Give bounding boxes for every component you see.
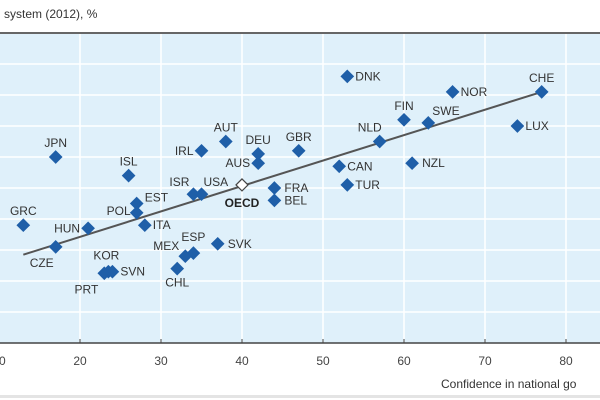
data-point-nzl <box>405 156 419 171</box>
data-point-pol <box>129 205 144 220</box>
data-label-aus: AUS <box>226 156 251 170</box>
data-point-aut <box>218 134 233 149</box>
data-point-nld <box>372 134 387 149</box>
data-point-jpn <box>48 150 63 164</box>
data-label-fra: FRA <box>284 181 308 195</box>
x-tick-label: 10 <box>0 354 6 368</box>
data-point-gbr <box>291 143 306 158</box>
data-point-oecd <box>235 178 249 192</box>
data-label-lux: LUX <box>525 119 548 133</box>
x-tick-label: 60 <box>397 354 411 368</box>
chart-title: l system (2012), % <box>0 7 98 21</box>
data-point-bel <box>267 193 282 208</box>
data-label-kor: KOR <box>93 249 119 263</box>
trend-line <box>23 90 542 256</box>
data-label-svk: SVK <box>228 237 252 251</box>
data-point-aus <box>251 156 266 171</box>
data-point-fin <box>397 112 411 127</box>
data-label-isl: ISL <box>120 155 138 169</box>
data-label-irl: IRL <box>175 144 194 158</box>
data-label-can: CAN <box>347 159 372 173</box>
data-label-bel: BEL <box>284 193 307 207</box>
data-point-irl <box>194 143 209 158</box>
data-label-aut: AUT <box>214 121 239 135</box>
data-label-mex: MEX <box>153 239 179 253</box>
data-label-tur: TUR <box>355 178 380 192</box>
data-point-ita <box>137 218 152 233</box>
data-label-ita: ITA <box>153 218 171 232</box>
x-tick-label: 80 <box>559 354 573 368</box>
data-label-deu: DEU <box>246 133 271 147</box>
data-point-dnk <box>340 69 355 84</box>
data-label-prt: PRT <box>75 282 99 296</box>
x-tick-label: 30 <box>154 354 168 368</box>
data-label-pol: POL <box>107 204 131 218</box>
data-label-svn: SVN <box>120 265 145 279</box>
data-point-cze <box>48 240 63 254</box>
data-point-chl <box>170 261 185 276</box>
data-label-usa: USA <box>204 175 229 189</box>
data-label-hun: HUN <box>54 221 80 235</box>
x-tick-label: 50 <box>316 354 330 368</box>
data-point-usa <box>194 187 209 202</box>
data-label-dnk: DNK <box>355 69 380 83</box>
data-label-nzl: NZL <box>422 156 445 170</box>
data-label-che: CHE <box>529 71 554 85</box>
data-point-tur <box>340 178 355 192</box>
data-label-swe: SWE <box>432 104 459 118</box>
data-label-esp: ESP <box>181 230 205 244</box>
x-axis-label: Confidence in national go <box>441 377 577 391</box>
data-label-isr: ISR <box>169 175 189 189</box>
x-tick-label: 40 <box>235 354 249 368</box>
data-label-chl: CHL <box>165 276 189 290</box>
data-point-grc <box>16 218 31 233</box>
data-point-nor <box>445 85 460 99</box>
data-point-mex <box>178 249 193 264</box>
data-point-svk <box>210 236 225 251</box>
x-tick-label: 70 <box>478 354 492 368</box>
data-label-jpn: JPN <box>44 136 67 150</box>
x-tick-label: 20 <box>73 354 87 368</box>
data-label-nor: NOR <box>461 85 488 99</box>
data-point-can <box>332 159 347 174</box>
data-point-svn <box>105 264 120 279</box>
data-point-che <box>534 85 549 99</box>
data-label-fin: FIN <box>394 99 413 113</box>
divider <box>0 395 600 398</box>
data-point-isl <box>121 168 136 183</box>
data-label-oecd: OECD <box>225 196 260 210</box>
data-label-grc: GRC <box>10 204 37 218</box>
data-point-lux <box>510 119 525 133</box>
data-label-cze: CZE <box>30 256 54 270</box>
data-point-swe <box>421 116 436 130</box>
data-label-gbr: GBR <box>286 130 312 144</box>
data-label-nld: NLD <box>358 121 382 135</box>
data-point-hun <box>81 221 95 236</box>
data-label-est: EST <box>145 191 169 205</box>
